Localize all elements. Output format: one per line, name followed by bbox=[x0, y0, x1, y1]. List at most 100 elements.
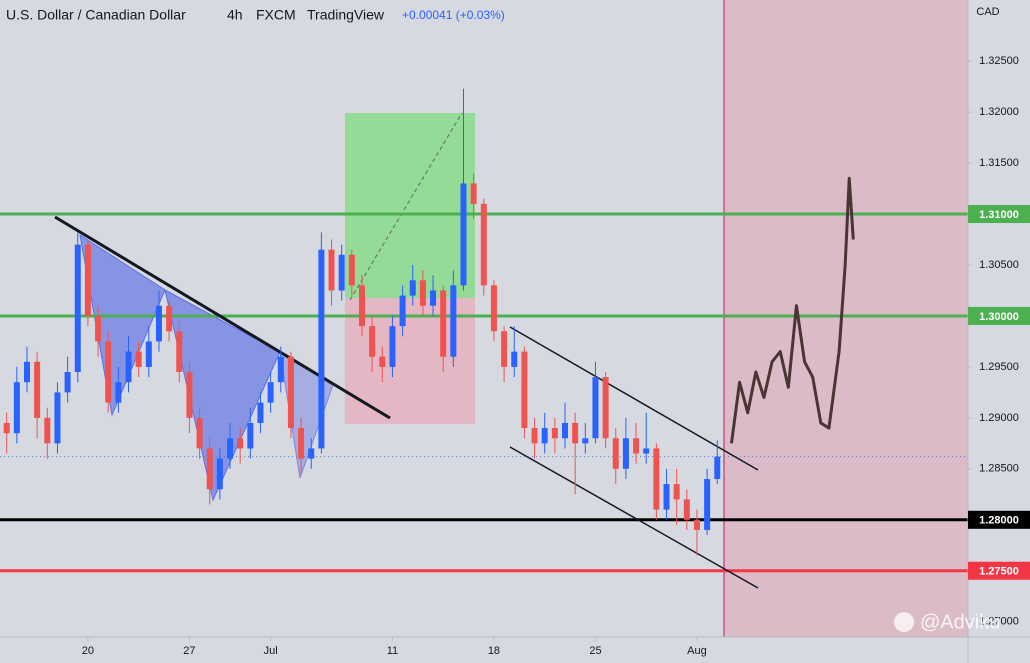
candle-body bbox=[95, 315, 102, 342]
candle-body bbox=[419, 280, 426, 306]
watermark: @Adviku bbox=[894, 611, 1000, 633]
candle-body bbox=[562, 422, 569, 439]
y-tick-label: 1.32000 bbox=[979, 106, 1019, 118]
candle-body bbox=[196, 417, 203, 449]
candle-body bbox=[572, 422, 579, 444]
candle-body bbox=[501, 331, 508, 367]
candle-body bbox=[257, 402, 264, 423]
watermark-logo bbox=[894, 612, 914, 632]
candle-body bbox=[186, 372, 193, 418]
candle-body bbox=[237, 438, 244, 449]
candle-body bbox=[328, 249, 335, 291]
exchange: FXCM bbox=[256, 7, 296, 23]
y-tick-label: 1.28500 bbox=[979, 463, 1019, 475]
source: TradingView bbox=[307, 7, 385, 23]
candle-body bbox=[622, 438, 629, 469]
candle-body bbox=[633, 438, 640, 454]
currency: CAD bbox=[976, 6, 999, 18]
watermark-text: @Adviku bbox=[920, 611, 1000, 633]
y-tick-label: 1.30500 bbox=[979, 259, 1019, 271]
candle-body bbox=[227, 438, 234, 459]
level-label-box bbox=[968, 561, 1030, 580]
candle-body bbox=[653, 448, 660, 510]
candle-body bbox=[267, 382, 274, 403]
x-tick-label: Jul bbox=[264, 645, 278, 657]
candle-body bbox=[44, 417, 51, 444]
x-tick-label: 18 bbox=[488, 645, 500, 657]
candle-body bbox=[277, 356, 284, 383]
y-tick-label: 1.32500 bbox=[979, 55, 1019, 67]
candle-body bbox=[440, 290, 447, 357]
candle-body bbox=[13, 382, 20, 434]
candle-body bbox=[125, 351, 132, 383]
harmonic-pattern bbox=[79, 233, 334, 502]
level-label: 1.31000 bbox=[979, 209, 1019, 221]
candle-body bbox=[145, 341, 152, 367]
candle-body bbox=[551, 428, 558, 439]
candle-body bbox=[683, 499, 690, 520]
candle-body bbox=[389, 326, 396, 367]
candle-body bbox=[287, 356, 294, 429]
position-path bbox=[349, 112, 463, 301]
candle-body bbox=[450, 285, 457, 357]
candle-body bbox=[643, 448, 650, 454]
candle-body bbox=[470, 183, 477, 204]
candle-body bbox=[612, 438, 619, 469]
y-tick-label: 1.27000 bbox=[979, 616, 1019, 628]
candle-body bbox=[704, 479, 711, 530]
candle-body bbox=[3, 422, 10, 434]
level-label: 1.27500 bbox=[979, 566, 1019, 578]
candle-body bbox=[358, 285, 365, 327]
candle-body bbox=[348, 254, 355, 286]
candle-body bbox=[135, 351, 142, 367]
candle-body bbox=[166, 305, 173, 332]
candle-body bbox=[54, 392, 61, 444]
candle-body bbox=[409, 280, 416, 296]
candle-body bbox=[64, 372, 71, 393]
level-label-box bbox=[968, 306, 1030, 325]
candle-body bbox=[176, 331, 183, 373]
candle-body bbox=[602, 377, 609, 439]
level-label-box bbox=[968, 510, 1030, 529]
candle-body bbox=[592, 377, 599, 439]
level-label: 1.30000 bbox=[979, 311, 1019, 323]
candle-body bbox=[318, 249, 325, 449]
candle-body bbox=[430, 290, 437, 306]
x-tick-label: 25 bbox=[589, 645, 601, 657]
interval: 4h bbox=[227, 7, 243, 23]
candle-body bbox=[24, 361, 31, 383]
channel-line bbox=[509, 326, 759, 471]
candle-body bbox=[521, 351, 528, 429]
candle-body bbox=[34, 361, 41, 418]
candle-body bbox=[490, 285, 497, 332]
y-tick-label: 1.29000 bbox=[979, 412, 1019, 424]
candle-body bbox=[399, 295, 406, 327]
candle-body bbox=[511, 351, 518, 367]
level-label-box bbox=[968, 205, 1030, 224]
channel-line bbox=[509, 446, 759, 589]
candle-body bbox=[298, 428, 305, 459]
symbol: U.S. Dollar / Canadian Dollar bbox=[6, 7, 186, 23]
candle-body bbox=[541, 428, 548, 444]
candle-body bbox=[714, 456, 721, 480]
candle-body bbox=[216, 458, 223, 490]
candle-body bbox=[74, 244, 81, 373]
x-tick-label: 20 bbox=[82, 645, 94, 657]
forecast-zone bbox=[724, 0, 968, 637]
candle-body bbox=[663, 484, 670, 510]
candle-body bbox=[338, 254, 345, 291]
candle-body bbox=[247, 422, 254, 449]
position-target bbox=[345, 113, 475, 298]
y-tick-label: 1.31500 bbox=[979, 157, 1019, 169]
candle-body bbox=[582, 438, 589, 444]
candle-body bbox=[673, 484, 680, 500]
candle-body bbox=[308, 448, 315, 459]
change: +0.00041 (+0.03%) bbox=[402, 8, 505, 22]
candle-body bbox=[693, 519, 700, 530]
x-tick-label: Aug bbox=[687, 645, 707, 657]
candle-body bbox=[480, 203, 487, 286]
y-tick-label: 1.29500 bbox=[979, 361, 1019, 373]
